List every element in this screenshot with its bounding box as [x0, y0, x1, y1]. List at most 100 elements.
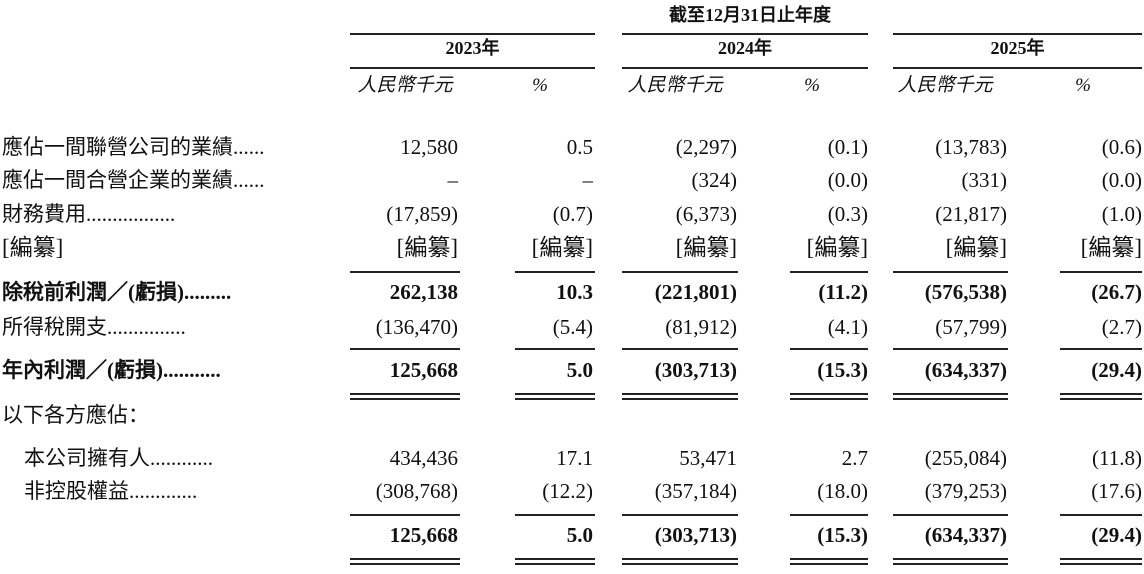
cell-value: 125,668	[389, 358, 458, 382]
unit-header: %	[532, 75, 548, 96]
rule	[622, 33, 868, 35]
rule	[515, 514, 595, 516]
cell-value: (81,912)	[665, 315, 737, 339]
cell-value: (15.3)	[817, 523, 868, 547]
cell-value: (0.6)	[1101, 135, 1142, 159]
rule	[622, 514, 738, 516]
period-header: 截至12月31日止年度	[669, 5, 831, 25]
cell-value: [編纂]	[531, 235, 593, 260]
rule	[350, 67, 595, 69]
rule	[790, 563, 868, 565]
cell-value: 262,138	[389, 280, 458, 304]
rule	[350, 348, 460, 350]
cell-value: (2.7)	[1101, 315, 1142, 339]
rule	[622, 558, 738, 560]
cell-value: [編纂]	[806, 235, 868, 260]
unit-header: %	[1075, 75, 1091, 96]
rule	[1060, 398, 1142, 400]
rule	[622, 348, 738, 350]
rule	[893, 558, 1008, 560]
rule	[350, 393, 460, 395]
rule	[1060, 558, 1142, 560]
cell-value: (2,297)	[675, 135, 737, 159]
cell-value: –	[582, 168, 594, 192]
rule	[1060, 348, 1142, 350]
cell-value: (221,801)	[654, 280, 737, 304]
rule	[893, 271, 1008, 273]
cell-value: 5.0	[566, 523, 593, 547]
cell-value: 12,580	[400, 135, 458, 159]
year-header: 2024年	[718, 38, 772, 58]
cell-value: (0.3)	[827, 202, 868, 226]
year-header: 2023年	[445, 38, 500, 58]
rule	[1060, 563, 1142, 565]
cell-value: (634,337)	[924, 358, 1007, 382]
row-label: 應佔一間聯營公司的業績......	[2, 135, 265, 159]
rule	[1060, 514, 1142, 516]
cell-value: (15.3)	[817, 358, 868, 382]
row-label: 所得稅開支...............	[2, 315, 186, 339]
rule	[350, 558, 460, 560]
rule	[350, 514, 460, 516]
unit-header: %	[804, 75, 820, 96]
rule	[893, 67, 1142, 69]
rule	[515, 563, 595, 565]
rule	[350, 271, 460, 273]
cell-value: (29.4)	[1091, 358, 1142, 382]
cell-value: 434,436	[389, 446, 458, 470]
rule	[622, 398, 738, 400]
cell-value: (11.2)	[818, 280, 868, 304]
cell-value: 0.5	[566, 135, 593, 159]
rule	[622, 563, 738, 565]
cell-value: (634,337)	[924, 523, 1007, 547]
cell-value: 17.1	[556, 446, 593, 470]
cell-value: (303,713)	[654, 358, 737, 382]
cell-value: (0.0)	[1101, 168, 1142, 192]
cell-value: (12.2)	[542, 479, 593, 503]
rule	[790, 398, 868, 400]
cell-value: (0.0)	[827, 168, 868, 192]
cell-value: (4.1)	[827, 315, 868, 339]
row-label: [編纂]	[2, 235, 64, 260]
rule	[515, 558, 595, 560]
cell-value: [編纂]	[675, 235, 737, 260]
cell-value: (576,538)	[924, 280, 1007, 304]
row-label: 財務費用.................	[2, 202, 176, 226]
year-header: 2025年	[990, 38, 1045, 58]
rule	[893, 348, 1008, 350]
cell-value: (1.0)	[1101, 202, 1142, 226]
rule	[790, 271, 868, 273]
row-label: 非控股權益.............	[24, 479, 198, 503]
rule	[1060, 271, 1142, 273]
cell-value: (17,859)	[386, 202, 458, 226]
row-label: 應佔一間合營企業的業績......	[2, 168, 265, 192]
cell-value: (379,253)	[924, 479, 1007, 503]
cell-value: (255,084)	[924, 446, 1007, 470]
cell-value: (308,768)	[375, 479, 458, 503]
rule	[790, 348, 868, 350]
rule	[622, 393, 738, 395]
cell-value: (6,373)	[675, 202, 737, 226]
rule	[893, 33, 1142, 35]
rule	[350, 398, 460, 400]
cell-value: (136,470)	[375, 315, 458, 339]
cell-value: [編纂]	[396, 235, 458, 260]
rule	[790, 393, 868, 395]
rule	[893, 398, 1008, 400]
cell-value: 5.0	[566, 358, 593, 382]
cell-value: (0.7)	[552, 202, 593, 226]
cell-value: (357,184)	[654, 479, 737, 503]
rule	[893, 393, 1008, 395]
cell-value: (5.4)	[552, 315, 593, 339]
cell-value: (11.8)	[1092, 446, 1142, 470]
rule	[350, 563, 460, 565]
rule	[893, 514, 1008, 516]
cell-value: (26.7)	[1091, 280, 1142, 304]
cell-value: (18.0)	[817, 479, 868, 503]
row-label: 以下各方應佔：	[2, 403, 149, 427]
row-label: 本公司擁有人............	[24, 446, 213, 470]
rule	[515, 348, 595, 350]
cell-value: (57,799)	[935, 315, 1007, 339]
cell-value: (0.1)	[827, 135, 868, 159]
